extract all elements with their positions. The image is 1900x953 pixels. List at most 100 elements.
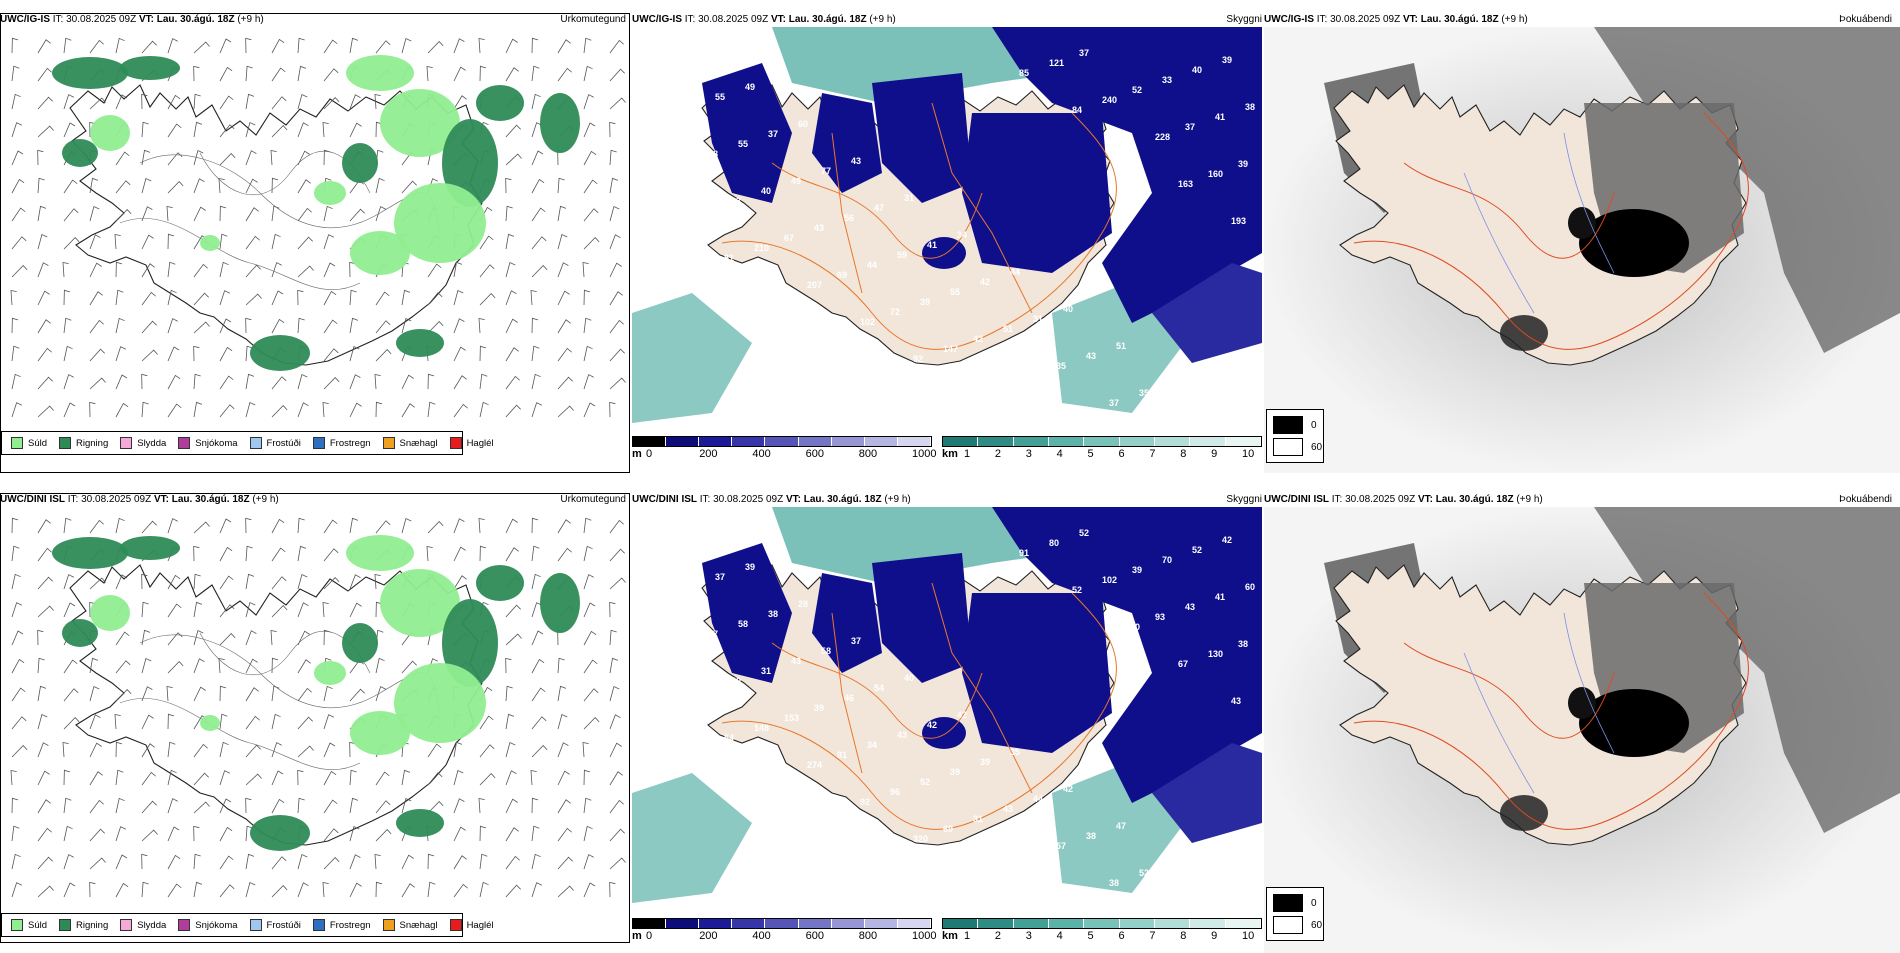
panel-header: UWC/DINI ISL IT: 30.08.2025 09Z VT: Lau.…: [632, 494, 911, 505]
ceiling-label: 85: [1019, 68, 1029, 78]
road-network: [1353, 592, 1749, 830]
ceiling-label: 69: [837, 270, 847, 280]
colorbar-scale: [942, 918, 1262, 929]
legend-swatch: [249, 437, 262, 449]
colorbar-tick: 1: [964, 448, 971, 460]
ceiling-label: 41: [1215, 592, 1225, 602]
panel-header: UWC/IG-IS IT: 30.08.2025 09Z VT: Lau. 30…: [632, 14, 896, 25]
variable-title: Skyggni: [1226, 494, 1262, 505]
colorbar-tick: 3: [1025, 448, 1032, 460]
precip-areas: [52, 535, 580, 851]
variable-title: Úrkomutegund: [560, 494, 626, 505]
colorbar-tick: 0: [646, 448, 653, 460]
legend-label: Súld: [28, 919, 48, 931]
ceiling-label: 52: [1079, 528, 1089, 538]
ceiling-label: 40: [1063, 304, 1073, 314]
ceiling-label: 40: [904, 673, 914, 683]
legend-swatch: [312, 919, 325, 931]
ceiling-label: 57: [1056, 841, 1066, 851]
ceiling-label: 69: [943, 824, 953, 834]
ceiling-label: 43: [897, 730, 907, 740]
colorbar-tick: 0: [646, 930, 653, 942]
colorbar-tick: 2: [994, 448, 1001, 460]
colorbar-tick: 200: [699, 448, 718, 460]
ceiling-label: 37: [1185, 122, 1195, 132]
colorbar-tick: 4: [1056, 448, 1063, 460]
precip-type-panel-1: UWC/IG-IS IT: 30.08.2025 09Z VT: Lau. 30…: [0, 13, 630, 473]
ceiling-label: 40: [1169, 378, 1179, 388]
road-network: [1353, 112, 1749, 350]
ceiling-label: 207: [807, 280, 822, 290]
ceiling-label: 40: [1192, 65, 1202, 75]
ceiling-value-labels: 42 39 28 37 40 42 35 42 47 43 42 37 38 58 54 42 39 44 38 52…: [692, 525, 1255, 888]
ceiling-label: 95: [966, 391, 976, 401]
colorbar-tick: 6: [1118, 930, 1125, 942]
legend-item: Haglél: [449, 437, 494, 449]
legend-label: Snæhagl: [399, 919, 438, 931]
ceiling-label: 67: [1178, 659, 1188, 669]
ceiling-label: 28: [798, 599, 808, 609]
ceiling-label: 83: [731, 196, 741, 206]
ceiling-map: 45 49 60 43 31 34 44 40 51 40 39 55 37 77 47 41 42 31 43 35…: [632, 27, 1262, 432]
ceiling-label: 31: [761, 666, 771, 676]
ceiling-label: 42: [1063, 784, 1073, 794]
colorbar-tick: 600: [805, 448, 824, 460]
ceiling-label: 67: [784, 233, 794, 243]
ceiling-label: 91: [1019, 548, 1029, 558]
colorbar-tick: 4: [1056, 930, 1063, 942]
ceiling-label: 620: [883, 844, 898, 854]
legend-item: Frostúði: [249, 437, 301, 449]
precip-map: [10, 37, 626, 418]
colorbar-tick: 400: [752, 930, 771, 942]
variable-title: Þokuábendi: [1839, 14, 1892, 25]
fog-indicator-panel-2: UWC/DINI ISL IT: 30.08.2025 09Z VT: Lau.…: [1264, 493, 1900, 953]
ceiling-label: 60: [798, 119, 808, 129]
legend-swatch: [178, 919, 191, 931]
ceiling-label: 42: [1222, 535, 1232, 545]
ceiling-label: 55: [950, 287, 960, 297]
ceiling-label: 96: [890, 787, 900, 797]
fog-legend-swatch: [1273, 894, 1303, 912]
colorbar-tick: 800: [858, 448, 878, 460]
fog-legend-item: 0: [1273, 416, 1317, 434]
ceiling-label: 734: [830, 327, 845, 337]
ceiling-label: 58: [738, 619, 748, 629]
colorbar-tick: 1000: [912, 448, 937, 460]
ceiling-label: 33: [1162, 75, 1172, 85]
ceiling-label: 37: [851, 636, 861, 646]
ceiling-label: 130: [1208, 649, 1223, 659]
precip-legend: Súld Rigning Slydda Snjókoma Frostúði Frostre…: [1, 431, 494, 455]
ceiling-label: 55: [738, 139, 748, 149]
ceiling-label: 43: [1185, 602, 1195, 612]
ceiling-label: 43: [1003, 804, 1013, 814]
variable-title: Skyggni: [1226, 14, 1262, 25]
fog-legend: 0 60: [1266, 409, 1324, 463]
ceiling-value-labels: 45 49 60 43 31 34 44 40 51 40 39 55 37 77 47 41 42 31 43 35…: [692, 45, 1255, 408]
ceiling-label: 40: [761, 186, 771, 196]
legend-label: Rigning: [76, 919, 109, 931]
colorbar-tick: 600: [805, 930, 824, 942]
ceiling-label: 35: [1056, 361, 1066, 371]
legend-item: Slydda: [120, 437, 166, 449]
legend-swatch: [11, 919, 23, 931]
legend-item: Súld: [11, 437, 47, 449]
ceiling-label: 60: [830, 807, 840, 817]
colorbar-tick: 1000: [912, 930, 937, 942]
fog-legend-label: 60: [1311, 441, 1323, 453]
road-network: [721, 102, 1117, 350]
colorbar-tick: 10: [1242, 930, 1255, 942]
colorbar-tick: 9: [1211, 930, 1218, 942]
ceiling-label: 121: [1049, 58, 1064, 68]
ceiling-label: 54: [874, 683, 884, 693]
legend-swatch: [449, 919, 462, 931]
fog-legend: 0 60: [1266, 887, 1324, 941]
legend-label: Snjókoma: [195, 919, 238, 931]
ceiling-label: 58: [821, 646, 831, 656]
fog-map: [1264, 27, 1900, 473]
ceiling-label: 54: [724, 733, 734, 743]
ceiling-label: 38: [1238, 639, 1248, 649]
wind-barbs: [10, 37, 626, 418]
ceiling-label: 43: [1086, 351, 1096, 361]
ceiling-label: 47: [1116, 821, 1126, 831]
legend-label: Súld: [28, 437, 48, 449]
